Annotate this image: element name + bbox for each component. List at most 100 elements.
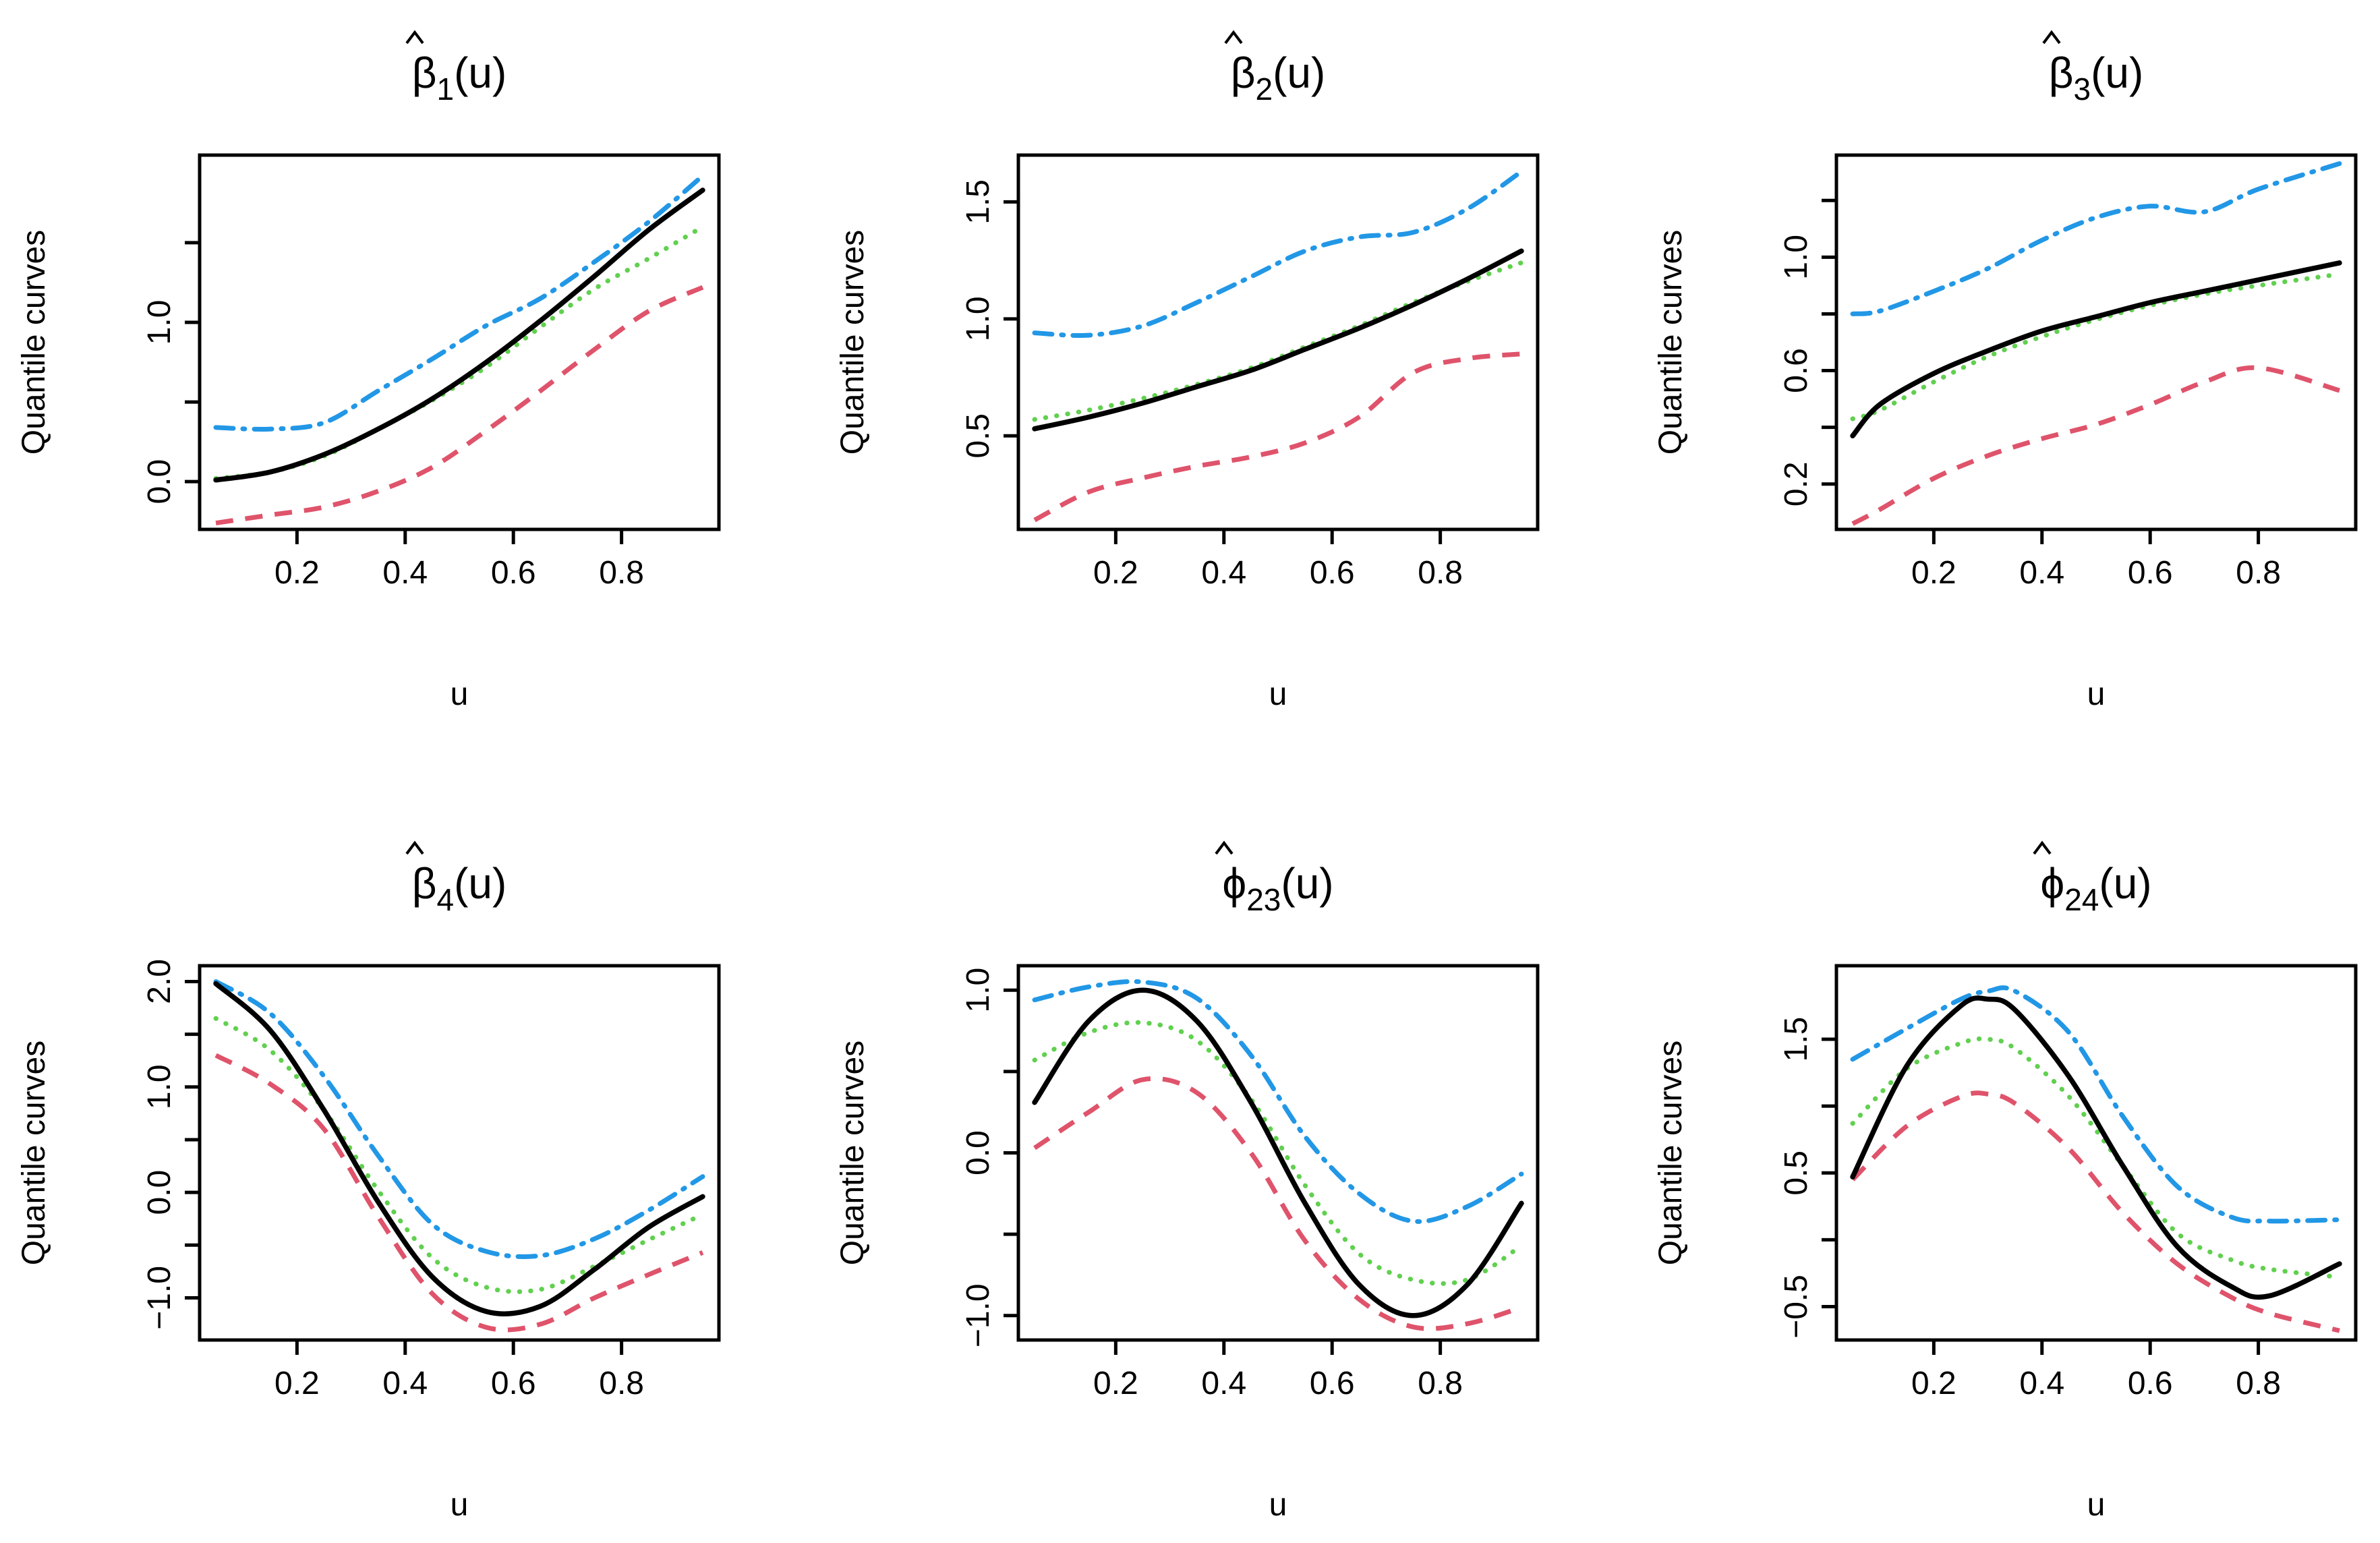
title-symbol: ϕ [2040,859,2064,908]
x-tick-label: 0.6 [2128,1366,2173,1401]
title-symbol: β [1231,49,1256,97]
x-axis-label: u [1269,1487,1287,1523]
title-subscript: 1 [437,71,455,107]
x-tick-label: 0.8 [599,555,644,591]
y-tick-label: −1.0 [960,1283,996,1347]
y-tick-label: 0.0 [142,1170,177,1215]
y-tick-label: 0.5 [1778,1151,1814,1196]
title-subscript: 2 [1256,71,1273,107]
plot-frame [1834,153,2358,531]
y-tick-label: 2.0 [142,959,177,1004]
title-hat-mark [1224,30,1243,45]
x-tick-label: 0.4 [2019,1366,2064,1401]
series-line-true [1850,995,2342,1300]
x-tick-label: 0.4 [1201,555,1246,591]
chart-title: β2(u) [1231,49,1326,107]
plot-frame [198,964,721,1342]
series-line-low [214,1053,704,1333]
title-subscript: 4 [437,882,455,917]
x-tick-label: 0.4 [382,555,428,591]
y-tick-label: 0.5 [960,413,996,459]
y-tick-label: −0.5 [1778,1275,1814,1339]
y-tick-label: 0.6 [1778,348,1814,393]
series-line-low [1033,351,1522,523]
x-tick-label: 0.2 [274,555,320,591]
chart-panel-6: ϕ24(u) 0.2 0.4 0.6 0.8 −0.5 0.5 1.5 u Quantile cu… [1653,840,2358,1523]
title-symbol: ϕ [1222,859,1246,908]
x-tick-label: 0.2 [1093,555,1138,591]
series-line-high [213,173,705,432]
series-line-low [215,285,704,526]
y-axis-label: Quantile curves [835,1041,871,1266]
series-line-high [213,979,705,1259]
title-hat-mark [2033,840,2052,855]
title-suffix: (u) [2091,49,2143,97]
plot-frame [1016,153,1540,531]
y-tick-label: 1.0 [142,300,177,345]
title-hat-mark [405,30,424,45]
plot-frame [1834,964,2358,1342]
series-line-high [1032,979,1524,1224]
series-line-mid [1850,1036,2342,1280]
series-line-true [1032,248,1524,432]
y-tick-label: 0.0 [142,459,177,504]
y-tick-label: 0.2 [1778,461,1814,506]
title-subscript: 23 [1246,882,1281,917]
title-suffix: (u) [454,859,506,908]
y-axis-label: Quantile curves [16,1041,52,1266]
x-tick-label: 0.6 [491,1366,536,1401]
x-tick-label: 0.4 [1201,1366,1246,1401]
title-hat-mark [2042,30,2061,45]
x-axis-label: u [451,676,469,712]
title-subscript: 24 [2064,882,2099,917]
chart-panel-4: β4(u) 0.2 0.4 0.6 0.8 −1.0 0.0 1.0 2.0 u Quantile … [16,840,721,1523]
title-suffix: (u) [2099,859,2151,908]
y-tick-label: 0.0 [960,1130,996,1175]
x-axis-label: u [2087,676,2106,712]
series-line-mid [1850,272,2342,421]
series-line-low [1033,1076,1522,1331]
y-axis-label: Quantile curves [16,230,52,455]
y-tick-label: −1.0 [142,1266,177,1330]
x-tick-label: 0.2 [1093,1366,1138,1401]
x-tick-label: 0.4 [382,1366,428,1401]
x-axis-label: u [1269,676,1287,712]
x-tick-label: 0.6 [2128,555,2173,591]
series-line-true [213,187,705,483]
plot-frame [198,153,721,531]
title-subscript: 3 [2074,71,2091,107]
x-axis-label: u [451,1487,469,1523]
title-symbol: β [412,859,437,908]
x-tick-label: 0.8 [599,1366,644,1401]
title-hat-mark [405,840,424,855]
y-tick-label: 1.5 [1778,1017,1814,1062]
y-tick-label: 1.0 [960,296,996,341]
x-tick-label: 0.8 [1418,1366,1463,1401]
x-tick-label: 0.6 [1310,1366,1355,1401]
x-tick-label: 0.6 [1310,555,1355,591]
chart-title: β3(u) [2049,49,2144,107]
series-line-high [1032,169,1524,338]
series-line-high [1850,161,2342,316]
chart-panel-3: β3(u) 0.2 0.4 0.6 0.8 0.2 0.6 1.0 u Quantile curv… [1653,30,2358,712]
x-tick-label: 0.2 [1911,1366,1956,1401]
title-symbol: β [412,49,437,97]
series-line-true [1850,260,2342,438]
series-line-true [213,981,705,1317]
series-line-low [1851,365,2340,526]
x-tick-label: 0.4 [2019,555,2064,591]
x-tick-label: 0.6 [491,555,536,591]
series-line-mid [213,1016,705,1294]
chart-title: β4(u) [412,859,507,917]
series-line-true [1032,987,1524,1318]
y-tick-label: 1.5 [960,179,996,225]
y-axis-label: Quantile curves [1653,1041,1689,1266]
y-tick-label: 1.0 [142,1064,177,1109]
series-line-low [1851,1090,2340,1333]
title-suffix: (u) [1281,859,1333,908]
x-tick-label: 0.2 [1911,555,1956,591]
title-suffix: (u) [454,49,506,97]
x-axis-label: u [2087,1487,2106,1523]
x-tick-label: 0.8 [2236,555,2281,591]
